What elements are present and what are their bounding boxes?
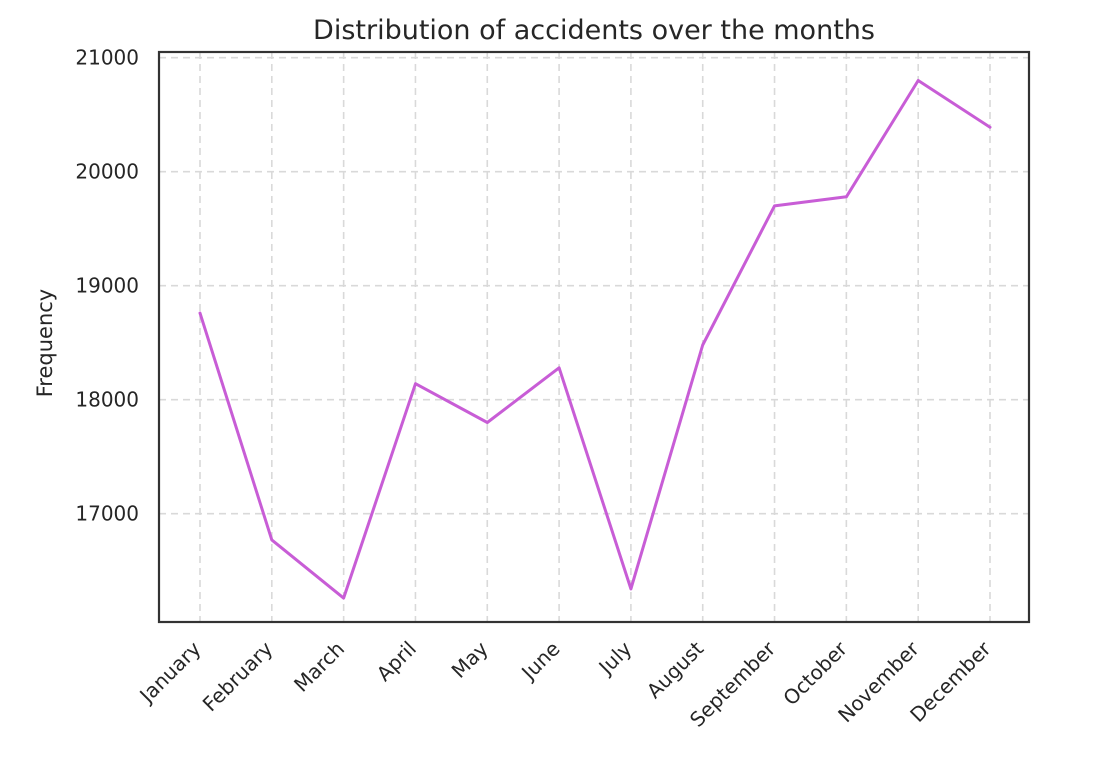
x-tick-label: June (515, 637, 564, 686)
y-tick-label: 19000 (75, 274, 139, 298)
plot-frame (157, 50, 1031, 624)
chart-title: Distribution of accidents over the month… (313, 15, 875, 46)
x-tick-label: January (134, 636, 206, 708)
x-tick-label: October (778, 636, 852, 710)
x-tick-label: April (372, 637, 421, 686)
y-tick-label: 21000 (75, 46, 139, 70)
x-tick-label: May (447, 636, 493, 682)
y-tick-labels: 17000 18000 19000 20000 21000 (75, 46, 139, 526)
y-tick-label: 18000 (75, 388, 139, 412)
x-tick-label: July (593, 636, 637, 680)
grid-layer (159, 52, 1029, 622)
x-tick-label: August (642, 636, 709, 703)
series-line (198, 79, 992, 600)
series-layer (198, 79, 992, 600)
y-axis-label: Frequency (33, 289, 57, 398)
y-tick-label: 17000 (75, 502, 139, 526)
x-tick-label: March (289, 637, 349, 697)
x-tick-label: February (198, 636, 278, 716)
y-tick-label: 20000 (75, 160, 139, 184)
